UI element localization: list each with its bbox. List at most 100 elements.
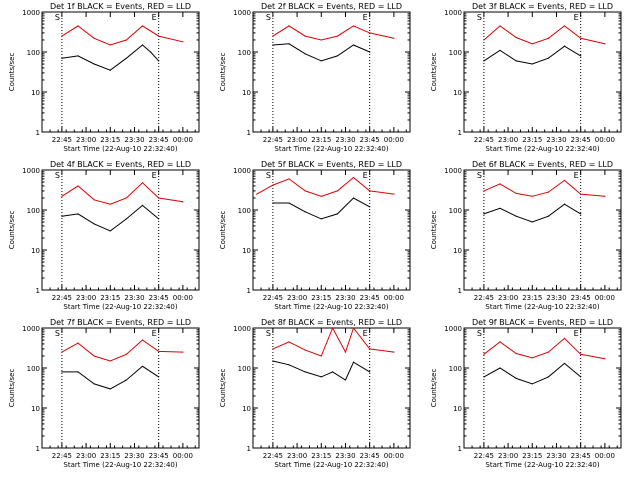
y-tick-label: 1000 xyxy=(233,167,251,175)
y-tick-label: 100 xyxy=(27,365,40,373)
series-lld-point xyxy=(61,35,63,37)
series-events-point xyxy=(158,376,160,378)
y-tick-label: 1 xyxy=(247,129,251,137)
x-tick-label: 00:00 xyxy=(384,294,404,302)
x-tick-label: 23:30 xyxy=(335,452,355,460)
series-lld-point xyxy=(77,342,79,344)
series-lld-point xyxy=(352,327,355,329)
series-lld-point xyxy=(158,197,160,199)
series-events-point xyxy=(531,63,533,65)
x-tick-label: 23:30 xyxy=(124,294,144,302)
series-lld-point xyxy=(547,37,550,39)
series-events-point xyxy=(320,376,322,378)
x-tick-label: 23:45 xyxy=(360,136,380,144)
series-lld-point xyxy=(331,327,334,329)
plot-frame xyxy=(252,169,411,291)
series-lld-point xyxy=(499,341,501,343)
y-tick-label: 1000 xyxy=(22,325,40,333)
y-tick-label: 100 xyxy=(27,49,40,57)
y-tick-label: 1 xyxy=(36,287,40,295)
series-events-point xyxy=(483,60,485,62)
y-tick-label: 100 xyxy=(449,365,462,373)
y-tick-label: 1 xyxy=(36,445,40,453)
x-axis-label: Start Time (22-Aug-10 22:32:40) xyxy=(274,461,388,469)
series-lld-point xyxy=(580,37,582,39)
series-events-point xyxy=(344,379,347,381)
series-lld-point xyxy=(288,341,290,343)
series-events-point xyxy=(288,364,290,366)
series-lld-point xyxy=(604,43,606,45)
series-lld-point xyxy=(320,355,322,357)
series-lld-line xyxy=(61,339,183,362)
series-lld-point xyxy=(158,35,160,37)
x-tick-label: 23:00 xyxy=(287,136,307,144)
x-tick-label: 23:45 xyxy=(149,452,169,460)
y-tick-label: 1 xyxy=(247,445,251,453)
series-events-point xyxy=(563,45,566,47)
detector-panel-6: Det 6f BLACK = Events, RED = LLD Counts/s… xyxy=(430,160,622,311)
x-tick-label: 23:15 xyxy=(522,452,542,460)
series-events-point xyxy=(272,360,274,362)
x-tick-label: 22:45 xyxy=(52,452,72,460)
series-events-point xyxy=(288,43,290,45)
series-events-point xyxy=(109,69,111,71)
y-tick-label: 1000 xyxy=(444,9,462,17)
series-lld-point xyxy=(393,351,395,353)
series-lld-line xyxy=(256,176,394,197)
series-events-point xyxy=(61,371,63,373)
plot-frame xyxy=(463,169,622,291)
start-marker: S xyxy=(55,13,60,22)
start-marker: S xyxy=(477,171,482,180)
series-events-point xyxy=(369,51,371,53)
series-events-point xyxy=(515,215,517,217)
y-axis-label: Counts/sec xyxy=(430,53,438,92)
series-events-point xyxy=(93,383,95,385)
series-lld-point xyxy=(125,353,128,355)
start-marker: S xyxy=(266,171,271,180)
series-lld-point xyxy=(369,348,371,350)
x-axis-label: Start Time (22-Aug-10 22:32:40) xyxy=(63,303,177,311)
x-tick-label: 23:45 xyxy=(360,294,380,302)
y-tick-label: 10 xyxy=(453,247,462,255)
series-lld-line xyxy=(272,326,394,357)
series-lld-point xyxy=(272,35,274,37)
plot-frame xyxy=(41,327,200,449)
series-events-point xyxy=(369,206,371,208)
series-lld-point xyxy=(369,190,371,192)
end-marker: E xyxy=(152,13,157,22)
y-axis-label: Counts/sec xyxy=(8,369,16,408)
series-lld-point xyxy=(77,185,79,187)
series-lld-point xyxy=(109,203,111,205)
y-axis-label: Counts/sec xyxy=(430,369,438,408)
series-events-point xyxy=(580,213,582,215)
series-events-line xyxy=(483,362,582,385)
x-tick-label: 23:30 xyxy=(546,294,566,302)
series-events-point xyxy=(93,63,95,65)
x-tick-label: 22:45 xyxy=(263,136,283,144)
series-lld-point xyxy=(393,37,395,39)
series-lld-point xyxy=(580,193,582,195)
end-marker: E xyxy=(574,13,579,22)
x-axis-label: Start Time (22-Aug-10 22:32:40) xyxy=(485,303,599,311)
series-events-point xyxy=(563,362,566,365)
y-axis-label: Counts/sec xyxy=(219,369,227,408)
detector-panel-8: Det 8f BLACK = Events, RED = LLD Counts/s… xyxy=(219,318,411,469)
y-tick-label: 1 xyxy=(458,129,462,137)
series-events-point xyxy=(125,57,128,59)
series-lld-point xyxy=(604,358,606,360)
x-tick-label: 23:15 xyxy=(311,452,331,460)
y-tick-label: 10 xyxy=(453,405,462,413)
detector-panel-1: Det 1f BLACK = Events, RED = LLD Counts/s… xyxy=(8,2,200,153)
series-events-point xyxy=(272,44,274,46)
series-lld-line xyxy=(272,25,395,41)
x-tick-label: 22:45 xyxy=(263,294,283,302)
start-marker: S xyxy=(266,13,271,22)
series-lld-point xyxy=(604,195,606,197)
y-tick-label: 1 xyxy=(36,129,40,137)
series-events-point xyxy=(369,371,371,373)
x-tick-label: 00:00 xyxy=(384,136,404,144)
series-lld-point xyxy=(352,176,355,179)
series-events-point xyxy=(77,213,79,215)
series-events-point xyxy=(158,60,160,62)
y-tick-label: 10 xyxy=(242,405,251,413)
